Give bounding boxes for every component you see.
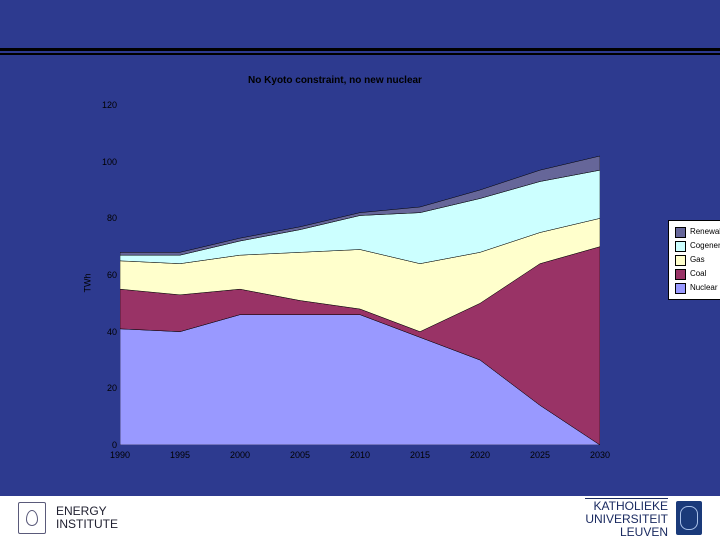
legend-swatch-icon [675,241,686,252]
energy-institute-logo-icon [18,502,46,534]
y-axis-label: TWh [83,273,93,292]
footer: ENERGY INSTITUTE KATHOLIEKE UNIVERSITEIT… [0,496,720,540]
y-tick: 20 [95,383,117,393]
legend-label: Renewables [690,225,720,239]
legend-item: Renewables [675,225,720,239]
legend-item: Nuclear [675,281,720,295]
chart-region: No Kyoto constraint, no new nuclear TWh … [70,75,695,490]
x-tick: 1995 [170,450,190,460]
header-rule [0,48,720,54]
y-tick: 0 [95,440,117,450]
x-tick: 2015 [410,450,430,460]
footer-right-line1: KATHOLIEKE [585,500,668,513]
x-tick: 2020 [470,450,490,460]
footer-right-text: KATHOLIEKE UNIVERSITEIT LEUVEN [585,498,668,539]
x-tick: 2010 [350,450,370,460]
legend-label: Cogeneration [690,239,720,253]
footer-right-line3: LEUVEN [585,526,668,539]
footer-left-line2: INSTITUTE [56,518,118,531]
legend-swatch-icon [675,255,686,266]
footer-left: ENERGY INSTITUTE [18,502,118,534]
footer-left-text: ENERGY INSTITUTE [56,505,118,531]
y-tick: 60 [95,270,117,280]
stacked-area-chart [120,105,600,445]
legend-swatch-icon [675,227,686,238]
legend-label: Coal [690,267,706,281]
x-tick: 2000 [230,450,250,460]
footer-right: KATHOLIEKE UNIVERSITEIT LEUVEN [585,498,702,539]
slide: No Kyoto constraint, no new nuclear TWh … [0,0,720,540]
legend-label: Nuclear [690,281,718,295]
legend-item: Coal [675,267,720,281]
plot-area [120,105,600,445]
footer-right-line2: UNIVERSITEIT [585,513,668,526]
y-tick: 120 [95,100,117,110]
y-tick: 100 [95,157,117,167]
x-tick: 1990 [110,450,130,460]
legend-item: Cogeneration [675,239,720,253]
chart-title: No Kyoto constraint, no new nuclear [70,75,600,86]
y-tick: 40 [95,327,117,337]
legend-label: Gas [690,253,705,267]
legend-item: Gas [675,253,720,267]
kuleuven-logo-icon [676,501,702,535]
legend: RenewablesCogenerationGasCoalNuclear [668,220,720,300]
x-tick: 2005 [290,450,310,460]
legend-swatch-icon [675,269,686,280]
x-tick: 2025 [530,450,550,460]
x-tick: 2030 [590,450,610,460]
legend-swatch-icon [675,283,686,294]
y-tick: 80 [95,213,117,223]
